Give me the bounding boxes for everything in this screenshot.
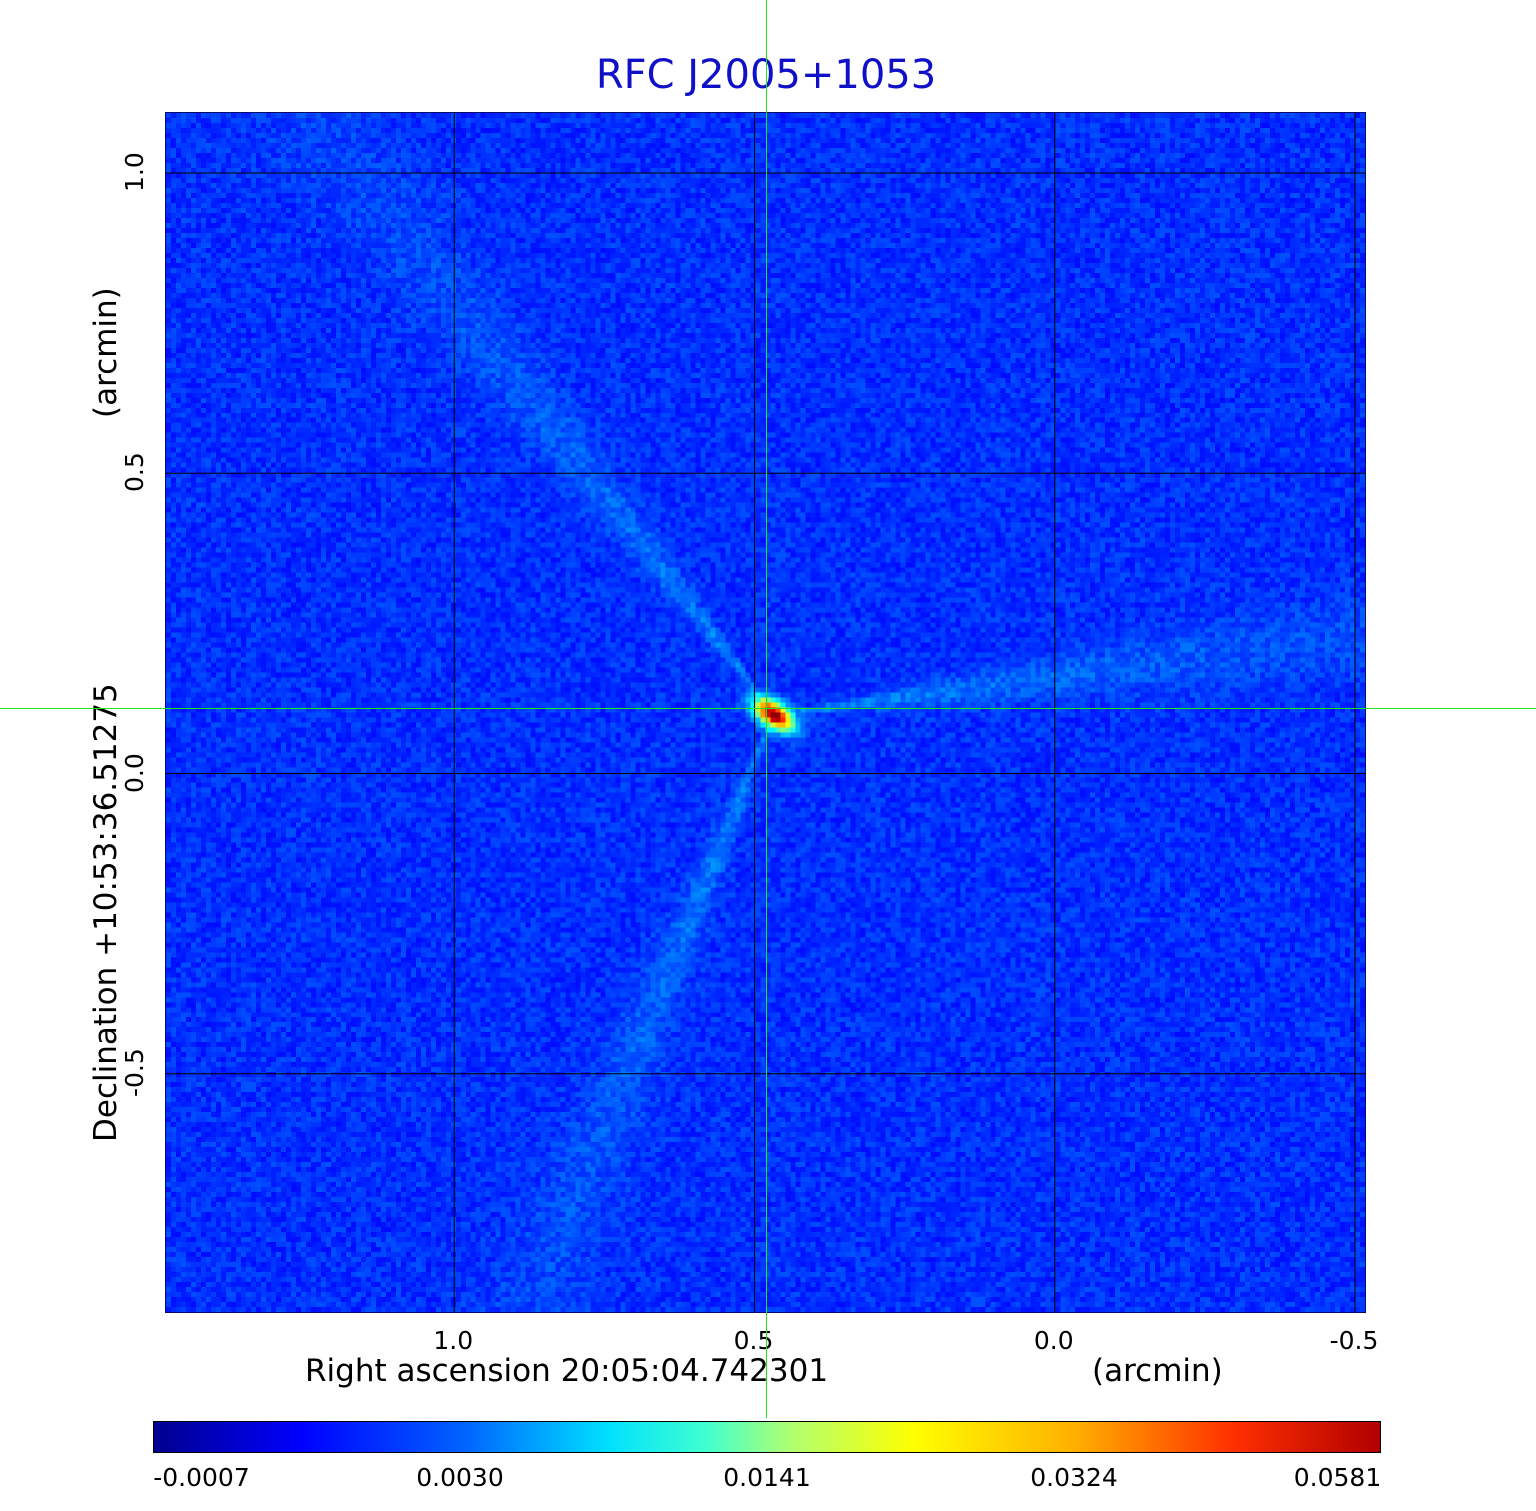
x-tick-label: -0.5 — [1329, 1326, 1379, 1355]
y-axis-label: Declination +10:53:36.51275 — [88, 683, 124, 1142]
heatmap-plot-area — [165, 112, 1366, 1313]
x-axis-unit: (arcmin) — [1092, 1353, 1223, 1389]
crosshair-vertical — [766, 0, 767, 1418]
crosshair-horizontal — [0, 708, 1536, 709]
y-tick-label: 0.0 — [120, 752, 149, 793]
chart-title: RFC J2005+1053 — [595, 52, 937, 98]
y-tick-label: -0.5 — [120, 1048, 149, 1098]
colorbar-tick-label: 0.0324 — [1030, 1463, 1118, 1492]
y-axis-unit: (arcmin) — [88, 287, 124, 418]
y-tick-label: 0.5 — [120, 452, 149, 493]
x-tick-label: 0.0 — [1033, 1326, 1074, 1355]
x-axis-label: Right ascension 20:05:04.742301 — [305, 1353, 829, 1389]
colorbar-tick-label: 0.0030 — [416, 1463, 504, 1492]
intensity-image — [166, 113, 1365, 1312]
colorbar — [153, 1421, 1381, 1453]
colorbar-tick-label: 0.0141 — [723, 1463, 811, 1492]
x-tick-label: 0.5 — [733, 1326, 774, 1355]
colorbar-tick-label: 0.0581 — [1293, 1463, 1382, 1492]
grid-lines — [166, 113, 1365, 1312]
y-tick-label: 1.0 — [120, 152, 149, 193]
x-tick-label: 1.0 — [433, 1326, 474, 1355]
colorbar-tick-label: -0.0007 — [153, 1463, 250, 1492]
